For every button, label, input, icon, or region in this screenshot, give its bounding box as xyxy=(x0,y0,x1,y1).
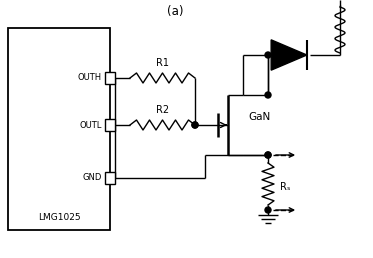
Bar xyxy=(8,28,110,230)
Text: LMG1025: LMG1025 xyxy=(38,214,80,222)
Circle shape xyxy=(192,122,198,128)
Circle shape xyxy=(265,52,271,58)
Text: R2: R2 xyxy=(156,105,169,115)
Text: OUTH: OUTH xyxy=(78,74,102,83)
Bar xyxy=(105,119,115,131)
Text: GaN: GaN xyxy=(248,112,270,122)
Circle shape xyxy=(265,152,271,158)
Text: R1: R1 xyxy=(156,58,169,68)
Bar xyxy=(105,72,115,84)
Text: (a): (a) xyxy=(167,5,183,19)
Bar xyxy=(105,172,115,184)
Circle shape xyxy=(265,207,271,213)
Polygon shape xyxy=(271,40,307,70)
Circle shape xyxy=(265,152,271,158)
Circle shape xyxy=(192,122,198,128)
Text: GND: GND xyxy=(83,173,102,182)
Text: Rₛ: Rₛ xyxy=(280,182,291,192)
Text: OUTL: OUTL xyxy=(79,120,102,130)
Circle shape xyxy=(265,92,271,98)
